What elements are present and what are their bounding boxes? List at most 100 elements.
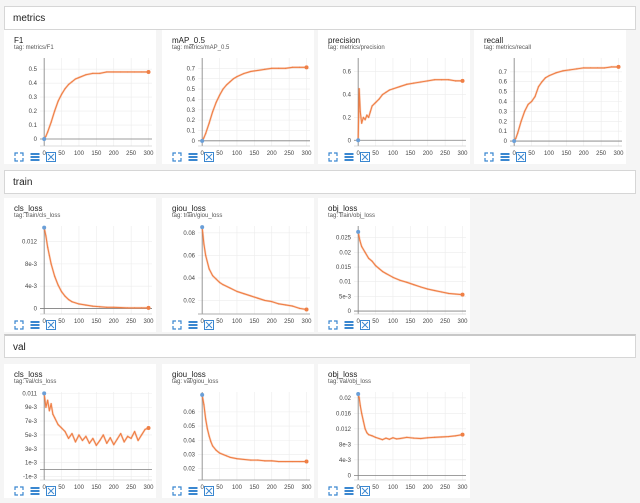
fullscreen-icon[interactable] bbox=[328, 320, 338, 330]
line-chart[interactable]: -1e-3 1e-3 3e-3 5e-3 7e-3 9e-3 0.011 0 50 100 150 2… bbox=[8, 388, 156, 500]
fullscreen-icon[interactable] bbox=[484, 152, 494, 162]
data-table-icon[interactable] bbox=[30, 152, 40, 162]
data-point bbox=[210, 441, 212, 443]
fit-domain-icon[interactable] bbox=[204, 486, 214, 496]
data-point bbox=[250, 70, 252, 73]
data-point bbox=[520, 120, 522, 122]
data-table-icon[interactable] bbox=[30, 486, 40, 496]
line-chart[interactable]: 0.02 0.04 0.06 0.08 0 50 100 150 200 250 300 bbox=[166, 222, 314, 334]
data-point bbox=[215, 101, 217, 104]
data-point bbox=[371, 260, 373, 262]
data-point bbox=[359, 111, 361, 113]
data-point bbox=[67, 83, 70, 86]
fullscreen-icon[interactable] bbox=[14, 486, 24, 496]
fit-domain-icon[interactable] bbox=[46, 320, 56, 330]
data-table-icon[interactable] bbox=[344, 486, 354, 496]
y-tick-label: 0.04 bbox=[183, 438, 195, 444]
data-table-icon[interactable] bbox=[344, 152, 354, 162]
data-point bbox=[67, 298, 70, 301]
data-point bbox=[362, 116, 364, 119]
x-tick-label: 0 bbox=[43, 151, 47, 157]
line-chart[interactable]: 0 0.1 0.2 0.3 0.4 0.5 0 50 100 150 200 250 300 bbox=[8, 54, 156, 166]
fullscreen-icon[interactable] bbox=[172, 152, 182, 162]
data-point bbox=[127, 71, 129, 73]
data-point bbox=[366, 114, 368, 116]
fit-domain-icon[interactable] bbox=[516, 152, 526, 162]
card-title: giou_loss bbox=[172, 204, 206, 213]
fit-domain-icon[interactable] bbox=[204, 152, 214, 162]
chart-card-recall: recall tag: metrics/recall 0 0.1 0.2 0.3 0.4… bbox=[474, 30, 626, 164]
data-point bbox=[134, 307, 136, 309]
fullscreen-icon[interactable] bbox=[14, 152, 24, 162]
x-tick-label: 0 bbox=[43, 319, 47, 325]
x-tick-label: 200 bbox=[109, 485, 120, 491]
x-tick-label: 200 bbox=[109, 151, 120, 157]
x-tick-label: 150 bbox=[91, 319, 102, 325]
line-chart[interactable]: 0 0.2 0.4 0.6 0 50 100 150 200 250 300 bbox=[322, 54, 470, 166]
data-table-icon[interactable] bbox=[188, 320, 198, 330]
start-point-marker bbox=[356, 138, 361, 143]
fit-domain-icon[interactable] bbox=[46, 152, 56, 162]
data-point bbox=[381, 439, 384, 441]
fullscreen-icon[interactable] bbox=[328, 152, 338, 162]
line-chart[interactable]: 0.02 0.03 0.04 0.05 0.06 0 50 100 150 200 250 300 bbox=[166, 388, 314, 500]
data-point bbox=[45, 235, 47, 237]
data-point bbox=[399, 279, 401, 281]
data-point bbox=[434, 436, 436, 438]
data-point bbox=[361, 412, 363, 414]
section-header[interactable]: train bbox=[4, 170, 636, 194]
data-point bbox=[85, 304, 87, 306]
fit-domain-icon[interactable] bbox=[360, 486, 370, 496]
line-chart[interactable]: 0 4e-3 8e-3 0.012 0 50 100 150 200 250 300 bbox=[8, 222, 156, 334]
y-tick-label: 0.2 bbox=[29, 109, 38, 115]
data-point bbox=[47, 131, 49, 133]
data-table-icon[interactable] bbox=[344, 320, 354, 330]
data-point bbox=[236, 76, 238, 78]
fullscreen-icon[interactable] bbox=[172, 486, 182, 496]
line-chart[interactable]: 0 0.1 0.2 0.3 0.4 0.5 0.6 0.7 0 50 100 150 200 250 300 bbox=[166, 54, 314, 166]
data-point bbox=[544, 77, 547, 79]
y-tick-label: 0.5 bbox=[29, 67, 38, 73]
x-tick-label: 0 bbox=[357, 485, 361, 491]
data-point bbox=[92, 437, 94, 440]
fit-domain-icon[interactable] bbox=[360, 320, 370, 330]
card-tag: tag: val/cls_loss bbox=[14, 379, 57, 385]
data-point bbox=[116, 438, 118, 440]
fullscreen-icon[interactable] bbox=[14, 320, 24, 330]
y-tick-label: 0.1 bbox=[29, 123, 38, 129]
line-chart[interactable]: 0 5e-3 0.01 0.015 0.02 0.025 0 50 100 150 200 250 30… bbox=[322, 222, 470, 334]
data-point bbox=[395, 438, 398, 440]
data-point bbox=[271, 300, 273, 303]
section-header[interactable]: metrics bbox=[4, 6, 636, 30]
x-tick-label: 250 bbox=[284, 151, 295, 157]
fullscreen-icon[interactable] bbox=[172, 320, 182, 330]
x-tick-label: 0 bbox=[201, 485, 205, 491]
data-point bbox=[113, 306, 115, 308]
line-chart[interactable]: 0 4e-3 8e-3 0.012 0.016 0.02 0 50 100 150 200 250 30… bbox=[322, 388, 470, 500]
data-point bbox=[361, 122, 363, 124]
data-point bbox=[57, 100, 59, 102]
data-table-icon[interactable] bbox=[188, 486, 198, 496]
data-table-icon[interactable] bbox=[188, 152, 198, 162]
data-point bbox=[48, 410, 50, 412]
section-header[interactable]: val bbox=[4, 334, 636, 358]
fit-domain-icon[interactable] bbox=[204, 320, 214, 330]
data-point bbox=[517, 132, 519, 134]
x-tick-label: 250 bbox=[126, 151, 137, 157]
data-point bbox=[88, 442, 90, 444]
data-point bbox=[236, 458, 238, 460]
data-point bbox=[420, 81, 422, 83]
fit-domain-icon[interactable] bbox=[360, 152, 370, 162]
line-chart[interactable]: 0 0.1 0.2 0.3 0.4 0.5 0.6 0.7 0 50 100 150 200 250 300 bbox=[478, 54, 626, 166]
fullscreen-icon[interactable] bbox=[328, 486, 338, 496]
x-tick-label: 200 bbox=[579, 151, 590, 157]
data-point bbox=[364, 119, 366, 121]
y-tick-label: 0.1 bbox=[499, 129, 508, 135]
data-point bbox=[434, 79, 436, 81]
data-table-icon[interactable] bbox=[500, 152, 510, 162]
start-point-marker bbox=[42, 137, 47, 142]
data-point bbox=[441, 436, 443, 438]
y-tick-label: 4e-3 bbox=[25, 284, 38, 290]
data-table-icon[interactable] bbox=[30, 320, 40, 330]
fit-domain-icon[interactable] bbox=[46, 486, 56, 496]
